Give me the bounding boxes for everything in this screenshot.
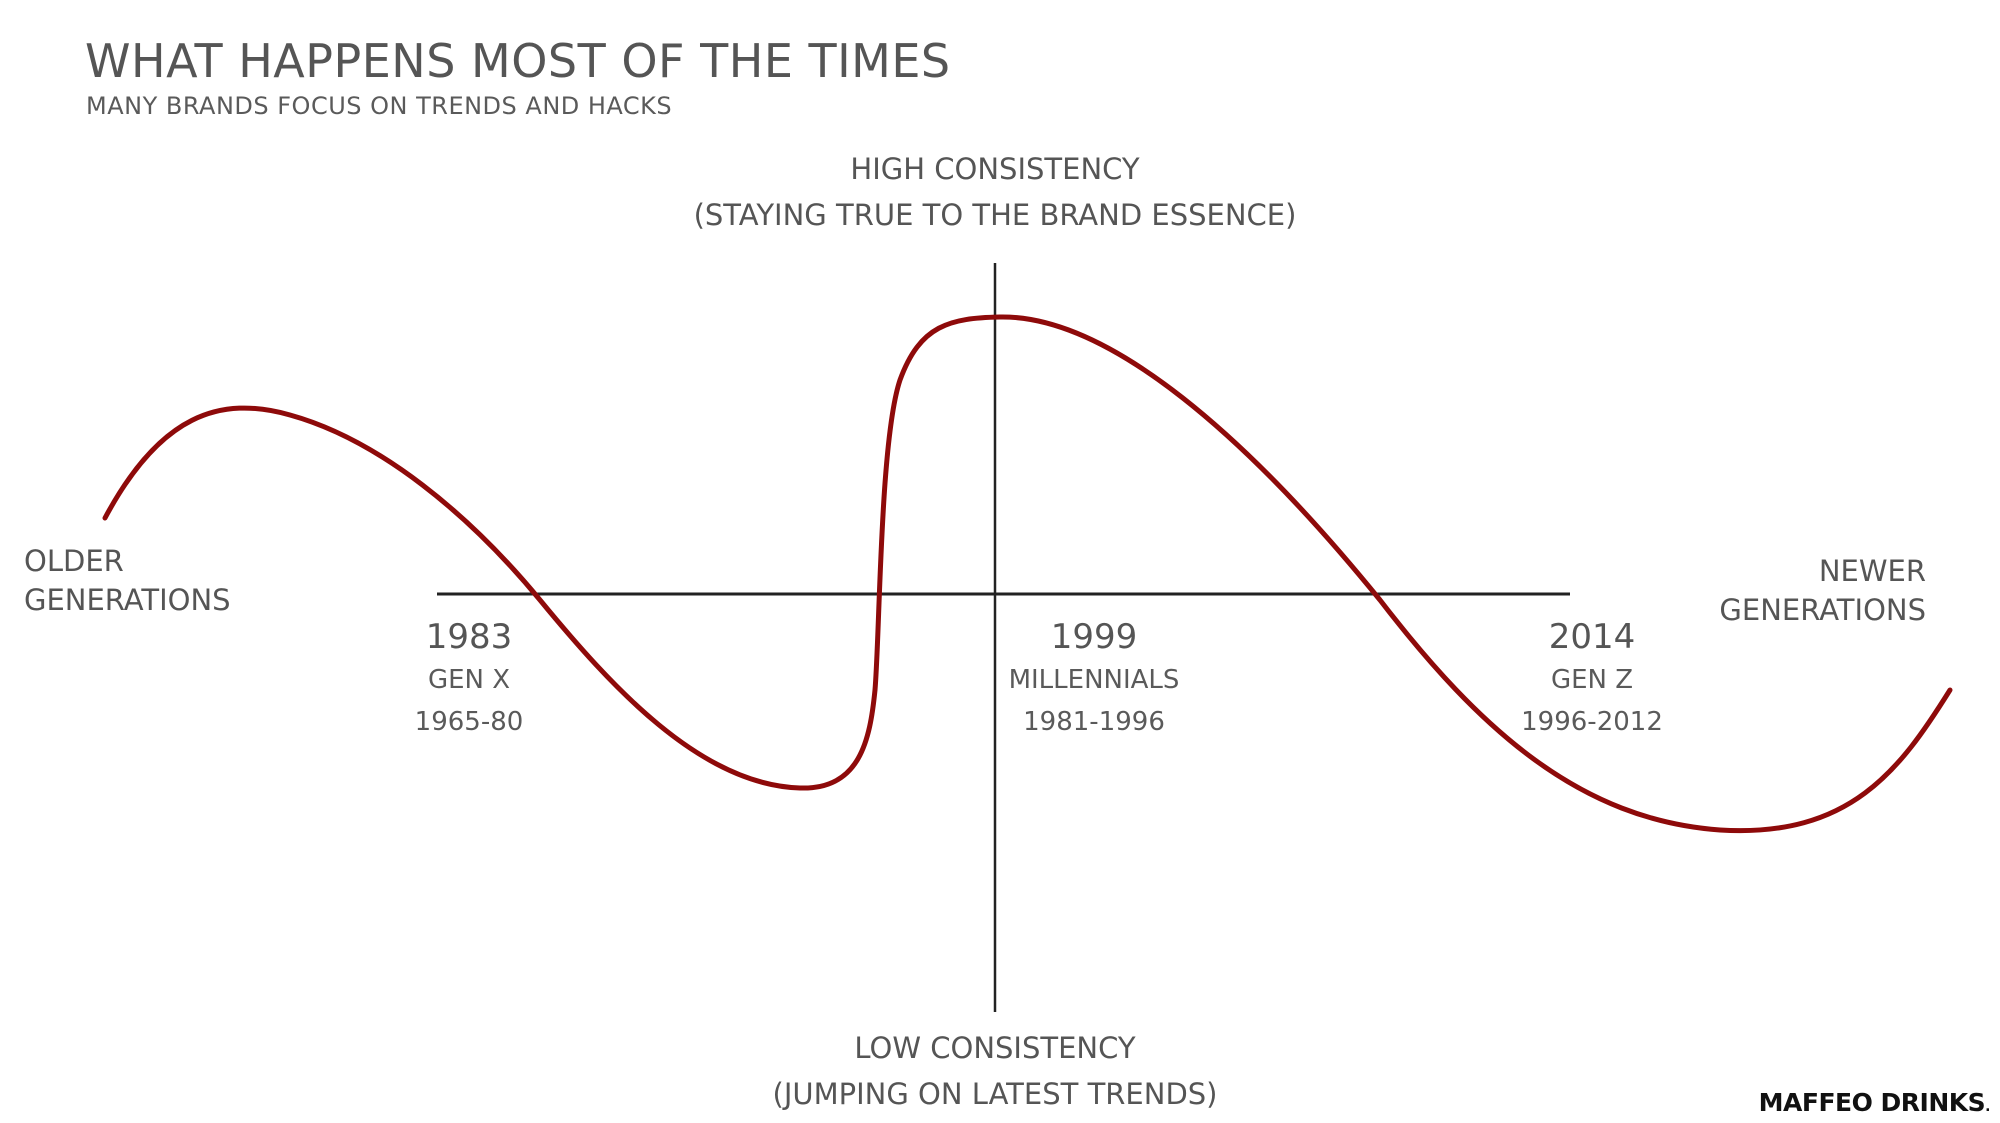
page-title: WHAT HAPPENS MOST OF THE TIMES [85, 34, 951, 88]
generation-year: 2014 [1548, 617, 1636, 657]
generation-name: GEN Z [1550, 665, 1634, 695]
newer-generations-label: NEWER GENERATIONS [1719, 552, 1926, 630]
brand-logo: MAFFEO DRINKS. [1758, 1088, 1991, 1117]
generation-range: 1996-2012 [1521, 707, 1663, 737]
older-generations-label: OLDER GENERATIONS [24, 542, 231, 620]
high-consistency-label: HIGH CONSISTENCY (STAYING TRUE TO THE BR… [694, 146, 1297, 238]
low-consistency-label: LOW CONSISTENCY (JUMPING ON LATEST TREND… [773, 1025, 1218, 1117]
generation-range: 1981-1996 [1023, 707, 1165, 737]
low-consistency-title: LOW CONSISTENCY [854, 1031, 1136, 1065]
page-subtitle: MANY BRANDS FOCUS ON TRENDS AND HACKS [86, 92, 673, 120]
high-consistency-title: HIGH CONSISTENCY [850, 152, 1140, 186]
brand-name: MAFFEO DRINKS [1758, 1088, 1986, 1117]
generation-millennials: 1999 MILLENNIALS 1981-1996 [1009, 615, 1180, 743]
generation-year: 1999 [1050, 617, 1138, 657]
older-generations-line2: GENERATIONS [24, 583, 231, 617]
generation-gen-z: 2014 GEN Z 1996-2012 [1521, 615, 1663, 743]
low-consistency-description: (JUMPING ON LATEST TRENDS) [772, 1077, 1218, 1111]
brand-dot: . [1985, 1099, 1990, 1115]
older-generations-line1: OLDER [24, 544, 124, 578]
generation-name: MILLENNIALS [1008, 665, 1180, 695]
consistency-curve [102, 314, 1953, 834]
generation-year: 1983 [425, 617, 513, 657]
generation-gen-x: 1983 GEN X 1965-80 [415, 615, 524, 743]
high-consistency-description: (STAYING TRUE TO THE BRAND ESSENCE) [693, 198, 1297, 232]
newer-generations-line1: NEWER [1818, 554, 1926, 588]
generation-range: 1965-80 [414, 707, 524, 737]
newer-generations-line2: GENERATIONS [1719, 593, 1926, 627]
generation-name: GEN X [427, 665, 511, 695]
